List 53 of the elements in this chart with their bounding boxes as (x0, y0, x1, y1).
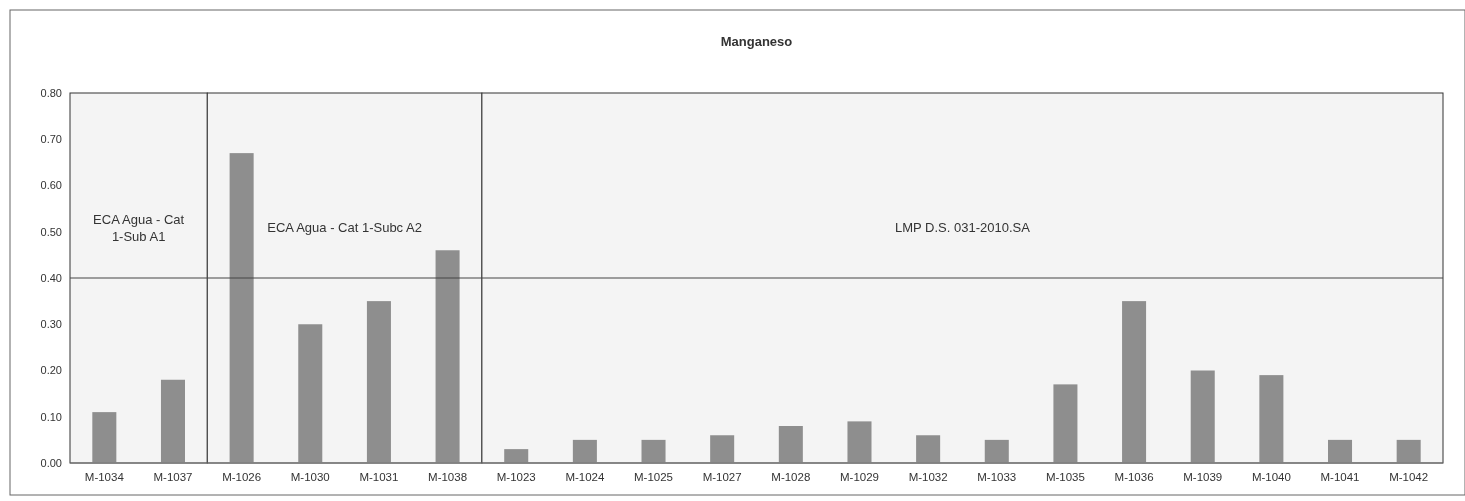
bar (229, 153, 254, 463)
y-tick-label: 0.70 (40, 133, 62, 146)
y-tick-label: 0.00 (40, 456, 62, 469)
x-tick-label: M-1036 (1114, 471, 1154, 483)
bar (641, 439, 666, 463)
bar (572, 439, 597, 463)
x-tick-label: M-1037 (153, 471, 193, 483)
bar (298, 324, 323, 463)
x-tick-label: M-1033 (977, 471, 1017, 483)
y-tick-label: 0.10 (40, 410, 62, 423)
y-tick-label: 0.30 (40, 318, 62, 331)
y-tick-label: 0.20 (40, 364, 62, 377)
x-tick-label: M-1027 (702, 471, 742, 483)
x-tick-label: M-1040 (1251, 471, 1291, 483)
bar (1396, 439, 1421, 463)
bar (1122, 301, 1147, 463)
bar (984, 439, 1009, 463)
x-tick-label: M-1032 (908, 471, 948, 483)
x-tick-label: M-1026 (222, 471, 262, 483)
x-tick-label: M-1025 (634, 471, 674, 483)
x-tick-label: M-1029 (839, 471, 879, 483)
x-tick-label: M-1042 (1389, 471, 1429, 483)
x-tick-label: M-1023 (496, 471, 536, 483)
x-tick-label: M-1035 (1045, 471, 1085, 483)
bar (160, 379, 185, 463)
bar (778, 426, 803, 463)
y-tick-label: 0.40 (40, 271, 62, 284)
bar (847, 421, 872, 463)
bar (916, 435, 941, 463)
bar (1328, 439, 1353, 463)
x-tick-label: M-1028 (771, 471, 811, 483)
x-tick-label: M-1030 (290, 471, 330, 483)
band-label: ECA Agua - Cat 1-Sub A1 (93, 211, 185, 244)
y-tick-label: 0.60 (40, 179, 62, 192)
x-tick-label: M-1041 (1320, 471, 1360, 483)
bar (710, 435, 735, 463)
x-tick-label: M-1024 (565, 471, 605, 483)
bar (1190, 370, 1215, 463)
bar (1053, 384, 1078, 463)
y-tick-label: 0.80 (40, 86, 62, 99)
x-tick-label: M-1038 (428, 471, 468, 483)
x-tick-label: M-1031 (359, 471, 399, 483)
bar (504, 449, 529, 463)
bar (92, 412, 117, 463)
bar (435, 250, 460, 463)
y-tick-label: 0.50 (40, 225, 62, 238)
x-tick-label: M-1039 (1183, 471, 1223, 483)
bar (1259, 375, 1284, 463)
band-label: LMP D.S. 031-2010.SA (895, 219, 1031, 235)
x-tick-label: M-1034 (84, 471, 125, 483)
band-label: ECA Agua - Cat 1-Subc A2 (267, 219, 422, 235)
bar (366, 301, 391, 463)
chart-title: Manganeso (720, 34, 793, 49)
